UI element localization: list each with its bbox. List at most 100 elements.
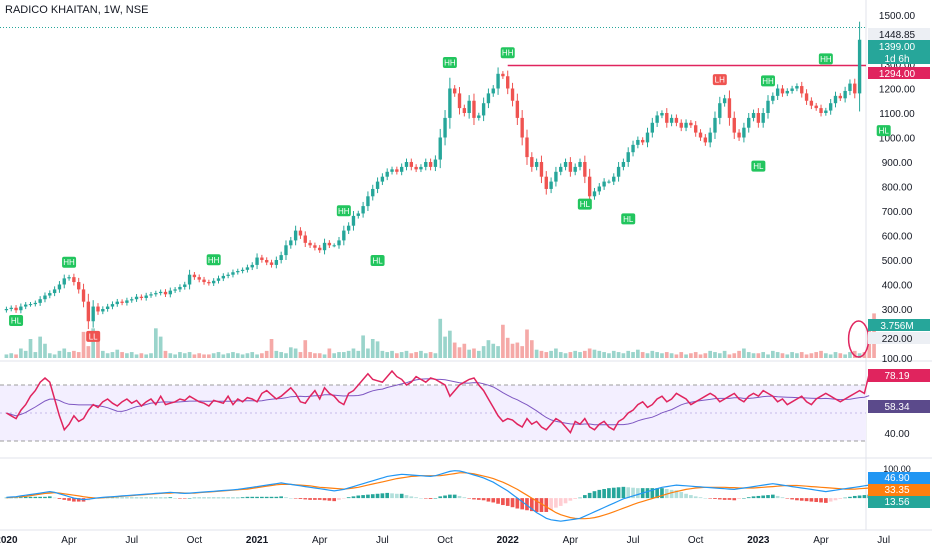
macd-histogram-bar [120,497,124,499]
price-label-bg [868,28,930,40]
volume-bar [351,348,356,358]
volume-bar [587,348,592,358]
candle-body [303,235,307,243]
candle-body [231,272,235,275]
macd-histogram-bar [838,498,843,499]
time-axis-label: 2021 [246,535,269,546]
volume-bar [722,350,727,358]
volume-bar [361,335,365,358]
candle-body [443,117,447,138]
macd-value-label: 46.90 [884,473,909,484]
candle-body [597,186,601,192]
macd-histogram-bar [115,497,120,499]
swing-label-bg [442,57,457,69]
candle-body [274,260,279,265]
volume-bar [62,348,67,358]
candle-body [183,284,187,287]
volume-bar [496,346,500,358]
volume-bar [409,353,414,358]
candle-body [708,132,712,143]
swing-label-bg [206,254,221,266]
volume-bar [819,350,823,358]
macd-histogram-bar [361,495,365,499]
candle-body [785,90,789,94]
macd-histogram-bar [621,486,626,499]
macd-histogram-bar [356,495,361,499]
volume-bar [308,352,312,358]
candle-body [698,132,703,138]
candle-body [346,225,351,231]
candle-body [496,73,500,89]
candle-body [549,181,553,189]
candle-body [211,280,216,284]
volume-bar [795,353,799,358]
candle-body [409,162,413,167]
candle-body [216,278,221,281]
macd-histogram-bar [775,495,780,499]
macd-histogram-bar [713,498,717,499]
swing-label-text: HH [63,258,75,267]
candle-body [154,293,158,295]
macd-histogram-bar [462,497,467,499]
macd-histogram-bar [380,493,385,499]
macd-histogram-bar [660,488,664,499]
volume-bar [857,353,862,358]
volume-bar [250,352,255,358]
candle-body [62,278,66,285]
macd-histogram-bar [433,498,438,499]
volume-bar [472,348,476,358]
macd-histogram-bar [322,498,327,501]
candle-body [265,260,269,263]
volume-bar [481,346,486,358]
price-tick-label: 1100.00 [879,109,915,120]
volume-bar [751,353,756,358]
price-label-low_value: 220.00 [882,334,913,345]
candle-body [747,117,751,128]
volume-bar [713,352,717,358]
volume-bar [192,354,197,358]
candle-body [269,262,274,265]
swing-label-bg [577,198,592,210]
macd-histogram-bar [799,498,804,501]
volume-bar [843,354,847,358]
macd-histogram-bar [298,498,303,499]
macd-histogram-bar [785,498,790,499]
volume-bar [549,350,553,358]
macd-histogram-bar [308,498,312,500]
rsi-level-label: 40.00 [884,429,909,440]
candle-body [804,93,809,101]
candle-body [515,100,520,118]
candle-body [694,125,698,133]
volume-bar [520,346,525,358]
time-axis-label: 2023 [747,535,770,546]
candle-body [105,306,110,309]
macd-histogram-bar [443,495,447,499]
volume-bar [433,353,438,358]
volume-bar [529,340,534,358]
candle-body [313,245,317,248]
macd-histogram-bar [110,497,115,499]
candle-body [399,166,404,172]
macd-histogram-bar [33,496,38,499]
candle-body [689,122,693,126]
price-tick-label: 1500.00 [879,11,916,22]
volume-bar [539,350,544,358]
swing-label-text: LH [715,76,725,85]
macd-histogram-bar [843,497,847,499]
volume-bar [380,350,385,358]
candle-body [563,162,568,167]
candle-body [158,291,163,294]
candle-body [332,245,336,247]
candle-body [19,306,23,311]
volume-bar [737,350,741,358]
macd-histogram-bar [684,493,688,499]
swing-label-bg [336,205,351,217]
candle-body [578,162,582,167]
volume-bar [486,340,491,358]
price-tick-label: 400.00 [882,281,913,292]
macd-histogram-bar [207,497,211,499]
volume-bar [337,352,341,358]
volume-bar [139,353,144,358]
macd-histogram-bar [655,488,659,499]
swing-label-text: HL [879,127,890,136]
